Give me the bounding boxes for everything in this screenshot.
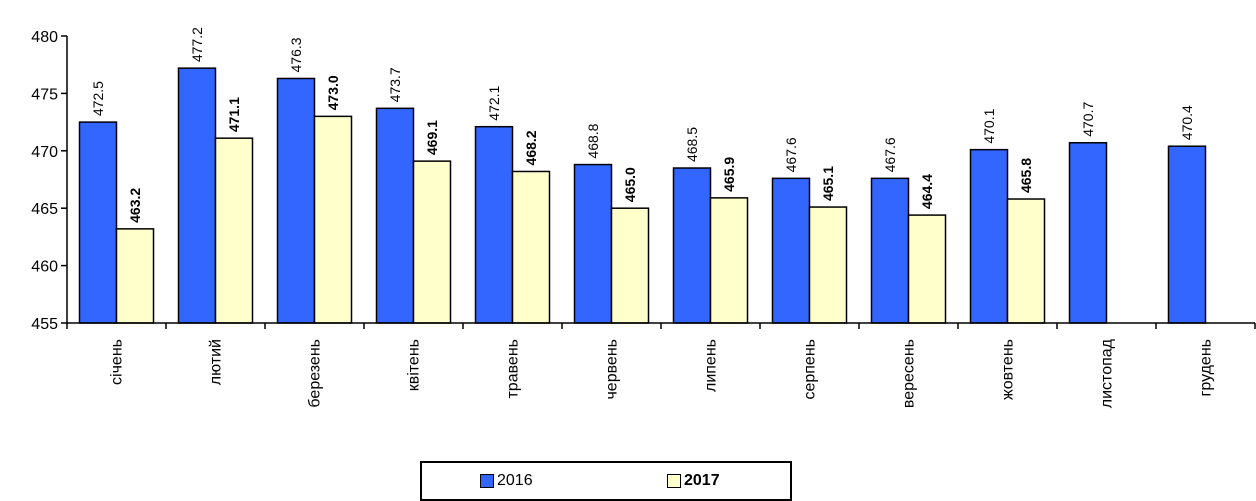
data-label-2017: 465.0 (622, 167, 638, 202)
bar-2017-квітень (412, 160, 452, 324)
legend: 2016 2017 (420, 461, 792, 501)
bar-chart: 455 460 465 470 475 480 січень лютий березень кв… (31, 27, 1256, 408)
x-category-label: березень (307, 339, 324, 408)
y-tick-label: 465 (31, 201, 58, 218)
bar-2016-серпень (771, 177, 811, 324)
y-tick-label: 470 (31, 144, 58, 161)
x-category-label: липень (703, 339, 720, 392)
data-labels: 472.5 477.2 476.3 473.7 472.1 468.8 468.5 467.6… (90, 27, 1195, 223)
x-category-label: лютий (208, 339, 225, 385)
data-label-2016: 470.1 (981, 108, 997, 143)
bar-2017-жовтень (1006, 198, 1046, 324)
x-category-label: квітень (406, 339, 423, 391)
bar-2017-січень (115, 228, 155, 324)
data-label-2016: 472.5 (90, 81, 106, 116)
bar-2016-грудень (1167, 145, 1207, 324)
data-label-2016: 467.6 (882, 137, 898, 172)
data-label-2017: 468.2 (523, 130, 539, 165)
data-label-2017: 465.9 (721, 157, 737, 192)
x-category-label: грудень (1198, 339, 1215, 396)
bar-2017-лютий (214, 137, 254, 324)
legend-item-2017: 2017 (667, 472, 720, 490)
bar-2017-вересень (907, 214, 947, 324)
bar-2016-жовтень (969, 148, 1009, 324)
x-category-label: листопад (1099, 338, 1116, 408)
data-label-2016: 470.7 (1080, 102, 1096, 137)
bar-2017-липень (709, 197, 749, 324)
legend-swatch-2016 (480, 474, 494, 488)
bar-2017-червень (610, 207, 650, 324)
bar-2017-серпень (808, 206, 848, 324)
data-label-2016: 468.5 (684, 127, 700, 162)
bar-2017-березень (313, 115, 353, 324)
data-label-2016: 476.3 (288, 37, 304, 72)
bar-2016-липень (672, 167, 712, 324)
data-label-2016: 472.1 (486, 85, 502, 120)
x-category-label: січень (109, 339, 126, 385)
legend-label-2016: 2016 (497, 472, 533, 489)
bar-2016-травень (474, 125, 514, 324)
x-category-label: жовтень (1000, 339, 1017, 400)
bar-2016-листопад (1068, 142, 1108, 324)
x-category-label: вересень (901, 339, 918, 408)
data-label-2017: 463.2 (127, 188, 143, 223)
bar-2016-березень (276, 77, 316, 324)
legend-swatch-2017 (667, 474, 681, 488)
y-tick-label: 460 (31, 259, 58, 276)
data-label-2017: 464.4 (919, 174, 935, 209)
data-label-2016: 468.8 (585, 123, 601, 158)
data-label-2017: 465.8 (1018, 158, 1034, 193)
y-tick-label: 480 (31, 29, 58, 46)
data-label-2017: 473.0 (325, 75, 341, 110)
x-category-label: червень (604, 339, 621, 400)
x-axis: січень лютий березень квітень травень червень… (66, 322, 1256, 408)
data-label-2017: 469.1 (424, 120, 440, 155)
x-category-label: травень (505, 339, 522, 399)
bar-2016-червень (573, 163, 613, 324)
x-category-label: серпень (802, 339, 819, 400)
bar-2016-січень (78, 121, 118, 324)
data-label-2017: 471.1 (226, 97, 242, 132)
y-axis: 455 460 465 470 475 480 (31, 29, 68, 333)
y-tick-label: 475 (31, 86, 58, 103)
bar-2016-лютий (177, 67, 217, 324)
bar-2016-квітень (375, 107, 415, 324)
legend-item-2016: 2016 (480, 472, 533, 490)
data-label-2016: 467.6 (783, 137, 799, 172)
data-label-2016: 477.2 (189, 27, 205, 62)
y-tick-label: 455 (31, 316, 58, 333)
bars (78, 67, 1207, 324)
data-label-2016: 470.4 (1179, 105, 1195, 140)
data-label-2017: 465.1 (820, 166, 836, 201)
bar-2016-вересень (870, 177, 910, 324)
bar-2017-травень (511, 170, 551, 324)
data-label-2016: 473.7 (387, 67, 403, 102)
legend-label-2017: 2017 (684, 472, 720, 489)
